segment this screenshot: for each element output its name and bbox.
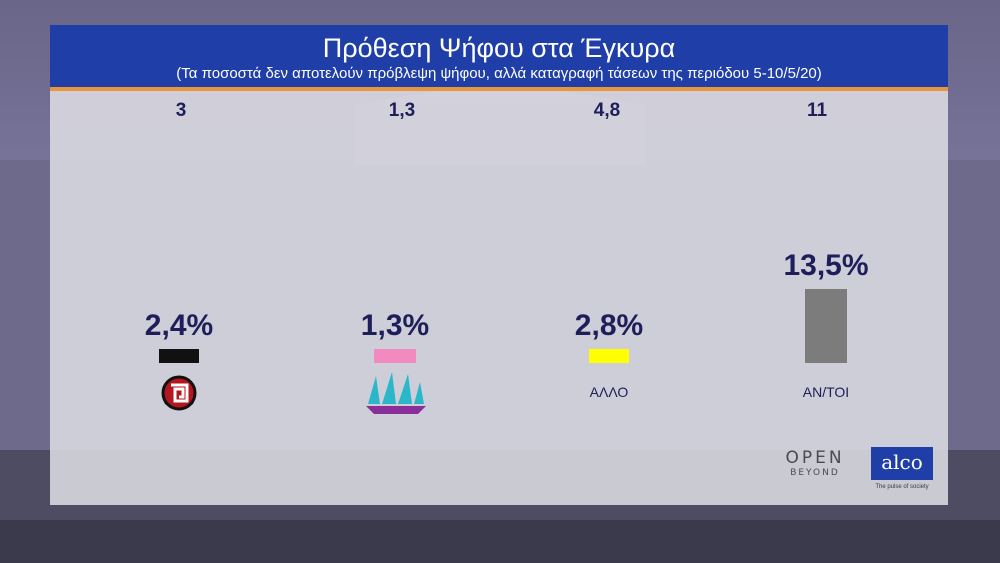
top-number-1: 3 bbox=[175, 100, 187, 121]
bar-1 bbox=[159, 349, 199, 363]
meander-party-logo-icon bbox=[161, 375, 197, 411]
category-label-3: ΑΛΛΟ bbox=[589, 384, 629, 400]
bar-4 bbox=[805, 289, 847, 363]
results-panel: Πρόθεση Ψήφου στα Έγκυρα (Τα ποσοστά δεν… bbox=[50, 25, 948, 505]
open-logo-line1: OPEN bbox=[785, 448, 845, 468]
data-label-1: 2,4% bbox=[144, 309, 214, 342]
open-logo-line2: BEYOND bbox=[790, 468, 840, 478]
top-number-2: 1,3 bbox=[388, 100, 416, 121]
category-label-4: ΑΝ/ΤΟΙ bbox=[802, 384, 850, 400]
chart-subtitle: (Τα ποσοστά δεν αποτελούν πρόβλεψη ψήφου… bbox=[176, 65, 822, 82]
data-label-2: 1,3% bbox=[360, 309, 430, 342]
top-number-3: 4,8 bbox=[593, 100, 621, 121]
ships-party-logo-icon bbox=[366, 372, 426, 414]
alco-logo: alco bbox=[871, 447, 933, 480]
chart-title: Πρόθεση Ψήφου στα Έγκυρα bbox=[322, 33, 676, 63]
alco-tagline: The pulse of society bbox=[875, 484, 929, 490]
header-bar: Πρόθεση Ψήφου στα Έγκυρα (Τα ποσοστά δεν… bbox=[50, 25, 948, 91]
data-label-4: 13,5% bbox=[783, 249, 869, 282]
bar-3 bbox=[589, 349, 629, 363]
data-label-3: 2,8% bbox=[574, 309, 644, 342]
top-number-4: 11 bbox=[806, 100, 828, 121]
open-beyond-logo: OPEN BEYOND bbox=[780, 449, 850, 479]
bar-2 bbox=[374, 349, 416, 363]
